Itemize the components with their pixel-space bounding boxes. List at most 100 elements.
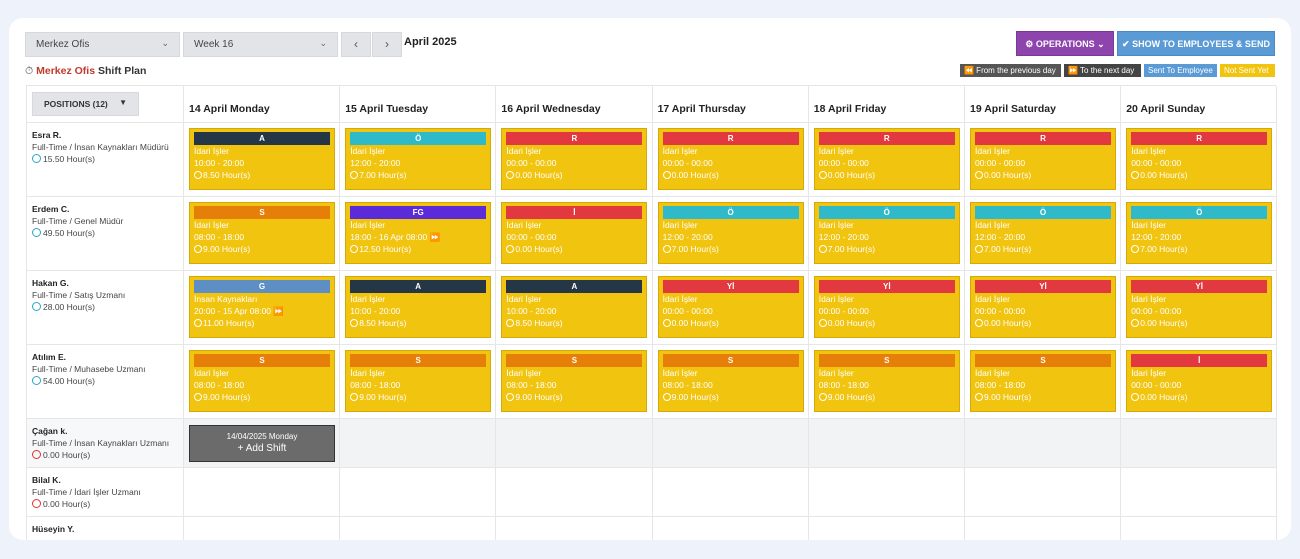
add-shift-button[interactable]: 14/04/2025 Monday + Add Shift — [189, 425, 335, 462]
shift-card[interactable]: S İdari İşler 08:00 - 18:00 9.00 Hour(s) — [813, 350, 960, 412]
shift-card[interactable]: Ö İdari İşler 12:00 - 20:00 7.00 Hour(s) — [970, 202, 1116, 264]
shift-cell[interactable]: R İdari İşler 00:00 - 00:00 0.00 Hour(s) — [653, 123, 809, 196]
clock-icon — [194, 319, 202, 327]
shift-cell[interactable] — [184, 468, 341, 516]
shift-cell[interactable] — [1121, 517, 1278, 540]
shift-card[interactable]: S İdari İşler 08:00 - 18:00 9.00 Hour(s) — [970, 350, 1116, 412]
shift-cell[interactable] — [1121, 468, 1278, 516]
shift-cell[interactable]: S İdari İşler 08:00 - 18:00 9.00 Hour(s) — [184, 345, 341, 418]
shift-cell[interactable] — [340, 517, 497, 540]
toolbar: Merkez Ofis ⌄ Week 16 ⌄ ‹ › April 2025 ⚙… — [25, 31, 1275, 57]
shift-cell[interactable] — [1121, 419, 1278, 467]
shift-cell[interactable]: R İdari İşler 00:00 - 00:00 0.00 Hour(s) — [496, 123, 653, 196]
shift-cell[interactable] — [340, 419, 497, 467]
shift-cell[interactable] — [496, 468, 653, 516]
shift-card[interactable]: R İdari İşler 00:00 - 00:00 0.00 Hour(s) — [657, 128, 804, 190]
shift-cell[interactable] — [809, 517, 965, 540]
shift-cell[interactable]: R İdari İşler 00:00 - 00:00 0.00 Hour(s) — [1121, 123, 1278, 196]
shift-cell[interactable] — [965, 468, 1122, 516]
shift-cell[interactable]: A İdari İşler 10:00 - 20:00 8.50 Hour(s) — [496, 271, 653, 344]
shift-cell[interactable] — [965, 419, 1122, 467]
shift-cell[interactable]: R İdari İşler 00:00 - 00:00 0.00 Hour(s) — [809, 123, 965, 196]
shift-cell[interactable] — [808, 419, 965, 467]
shift-card[interactable]: S İdari İşler 08:00 - 18:00 9.00 Hour(s) — [189, 202, 335, 264]
shift-cell[interactable] — [184, 517, 341, 540]
next-week-button[interactable]: › — [372, 32, 402, 57]
shift-cell[interactable]: S İdari İşler 08:00 - 18:00 9.00 Hour(s) — [965, 345, 1122, 418]
shift-card[interactable]: R İdari İşler 00:00 - 00:00 0.00 Hour(s) — [501, 128, 648, 190]
shift-card[interactable]: Ö İdari İşler 12:00 - 20:00 7.00 Hour(s) — [345, 128, 492, 190]
employee-name[interactable]: Atılım E. — [32, 352, 67, 362]
caret-down-icon: ▼ — [119, 98, 127, 107]
prev-week-button[interactable]: ‹ — [341, 32, 371, 57]
shift-cell[interactable]: Ö İdari İşler 12:00 - 20:00 7.00 Hour(s) — [809, 197, 965, 270]
shift-card[interactable]: Yİ İdari İşler 00:00 - 00:00 0.00 Hour(s) — [813, 276, 960, 338]
shift-cell[interactable]: R İdari İşler 00:00 - 00:00 0.00 Hour(s) — [965, 123, 1122, 196]
employee-name[interactable]: Erdem C. — [32, 204, 70, 214]
shift-cell[interactable]: İ İdari İşler 00:00 - 00:00 0.00 Hour(s) — [496, 197, 653, 270]
shift-card[interactable]: Ö İdari İşler 12:00 - 20:00 7.00 Hour(s) — [813, 202, 960, 264]
shift-card[interactable]: Yİ İdari İşler 00:00 - 00:00 0.00 Hour(s) — [657, 276, 804, 338]
shift-card[interactable]: S İdari İşler 08:00 - 18:00 9.00 Hour(s) — [189, 350, 335, 412]
employee-name[interactable]: Çağan k. — [32, 426, 68, 436]
shift-card[interactable]: FG İdari İşler 18:00 - 16 Apr 08:00 ⏩ 12.50… — [345, 202, 492, 264]
shift-card[interactable]: Yİ İdari İşler 00:00 - 00:00 0.00 Hour(s) — [970, 276, 1116, 338]
shift-card[interactable]: R İdari İşler 00:00 - 00:00 0.00 Hour(s) — [813, 128, 960, 190]
shift-cell[interactable]: G İnsan Kaynakları 20:00 - 15 Apr 08:00 ⏩ 1… — [184, 271, 341, 344]
shift-card[interactable]: R İdari İşler 00:00 - 00:00 0.00 Hour(s) — [1126, 128, 1273, 190]
shift-card[interactable]: Ö İdari İşler 12:00 - 20:00 7.00 Hour(s) — [1126, 202, 1273, 264]
shift-card[interactable]: İ İdari İşler 00:00 - 00:00 0.00 Hour(s) — [1126, 350, 1273, 412]
shift-hours: 9.00 Hour(s) — [662, 391, 799, 403]
employee-name[interactable]: Hüseyin Y. — [32, 524, 75, 534]
employee-name[interactable]: Esra R. — [32, 130, 62, 140]
shift-code-badge: A — [506, 280, 643, 293]
shift-cell[interactable] — [653, 517, 809, 540]
shift-cell[interactable]: Yİ İdari İşler 00:00 - 00:00 0.00 Hour(s) — [1121, 271, 1278, 344]
shift-cell[interactable]: İ İdari İşler 00:00 - 00:00 0.00 Hour(s) — [1121, 345, 1278, 418]
shift-card[interactable]: Ö İdari İşler 12:00 - 20:00 7.00 Hour(s) — [657, 202, 804, 264]
shift-cell[interactable]: A İdari İşler 10:00 - 20:00 8.50 Hour(s) — [340, 271, 497, 344]
employee-name[interactable]: Bilal K. — [32, 475, 61, 485]
shift-cell[interactable]: S İdari İşler 08:00 - 18:00 9.00 Hour(s) — [809, 345, 965, 418]
shift-card[interactable]: R İdari İşler 00:00 - 00:00 0.00 Hour(s) — [970, 128, 1116, 190]
shift-card[interactable]: G İnsan Kaynakları 20:00 - 15 Apr 08:00 ⏩ 1… — [189, 276, 335, 338]
shift-cell[interactable] — [496, 517, 653, 540]
shift-cell[interactable]: Ö İdari İşler 12:00 - 20:00 7.00 Hour(s) — [340, 123, 497, 196]
shift-cell[interactable]: S İdari İşler 08:00 - 18:00 9.00 Hour(s) — [184, 197, 341, 270]
shift-cell[interactable]: Ö İdari İşler 12:00 - 20:00 7.00 Hour(s) — [1121, 197, 1278, 270]
shift-cell[interactable]: Yİ İdari İşler 00:00 - 00:00 0.00 Hour(s) — [965, 271, 1122, 344]
shift-cell[interactable]: Ö İdari İşler 12:00 - 20:00 7.00 Hour(s) — [653, 197, 809, 270]
shift-time: 00:00 - 00:00 — [1131, 380, 1182, 390]
shift-cell[interactable]: S İdari İşler 08:00 - 18:00 9.00 Hour(s) — [340, 345, 497, 418]
shift-card[interactable]: Yİ İdari İşler 00:00 - 00:00 0.00 Hour(s) — [1126, 276, 1273, 338]
positions-button[interactable]: POSITIONS (12) ▼ — [32, 92, 139, 116]
shift-cell[interactable] — [340, 468, 497, 516]
shift-hours-value: 8.50 Hour(s) — [515, 318, 563, 328]
shift-cell[interactable]: Yİ İdari İşler 00:00 - 00:00 0.00 Hour(s) — [653, 271, 809, 344]
location-select[interactable]: Merkez Ofis ⌄ — [25, 32, 180, 57]
shift-card[interactable]: S İdari İşler 08:00 - 18:00 9.00 Hour(s) — [345, 350, 492, 412]
shift-cell[interactable] — [809, 468, 965, 516]
shift-cell[interactable] — [965, 517, 1122, 540]
shift-cell[interactable] — [652, 419, 809, 467]
week-select[interactable]: Week 16 ⌄ — [183, 32, 338, 57]
shift-card[interactable]: A İdari İşler 10:00 - 20:00 8.50 Hour(s) — [501, 276, 648, 338]
shift-card[interactable]: A İdari İşler 10:00 - 20:00 8.50 Hour(s) — [189, 128, 335, 190]
clock-icon — [506, 171, 515, 179]
shift-cell[interactable] — [653, 468, 809, 516]
employee-name[interactable]: Hakan G. — [32, 278, 69, 288]
shift-cell[interactable]: FG İdari İşler 18:00 - 16 Apr 08:00 ⏩ 12.50… — [340, 197, 497, 270]
shift-card[interactable]: İ İdari İşler 00:00 - 00:00 0.00 Hour(s) — [501, 202, 648, 264]
shift-cell[interactable]: A İdari İşler 10:00 - 20:00 8.50 Hour(s) — [184, 123, 341, 196]
shift-cell[interactable]: S İdari İşler 08:00 - 18:00 9.00 Hour(s) — [496, 345, 653, 418]
operations-button[interactable]: ⚙ OPERATIONS ⌄ — [1016, 31, 1114, 56]
show-to-employees-send-button[interactable]: ✔ SHOW TO EMPLOYEES & SEND — [1117, 31, 1275, 56]
shift-card[interactable]: S İdari İşler 08:00 - 18:00 9.00 Hour(s) — [501, 350, 648, 412]
shift-cell[interactable]: 14/04/2025 Monday + Add Shift — [184, 419, 341, 467]
shift-card[interactable]: A İdari İşler 10:00 - 20:00 8.50 Hour(s) — [345, 276, 492, 338]
shift-cell[interactable]: Yİ İdari İşler 00:00 - 00:00 0.00 Hour(s) — [809, 271, 965, 344]
shift-cell[interactable]: Ö İdari İşler 12:00 - 20:00 7.00 Hour(s) — [965, 197, 1122, 270]
shift-cell[interactable]: S İdari İşler 08:00 - 18:00 9.00 Hour(s) — [653, 345, 809, 418]
shift-card[interactable]: S İdari İşler 08:00 - 18:00 9.00 Hour(s) — [657, 350, 804, 412]
shift-cell[interactable] — [496, 419, 653, 467]
